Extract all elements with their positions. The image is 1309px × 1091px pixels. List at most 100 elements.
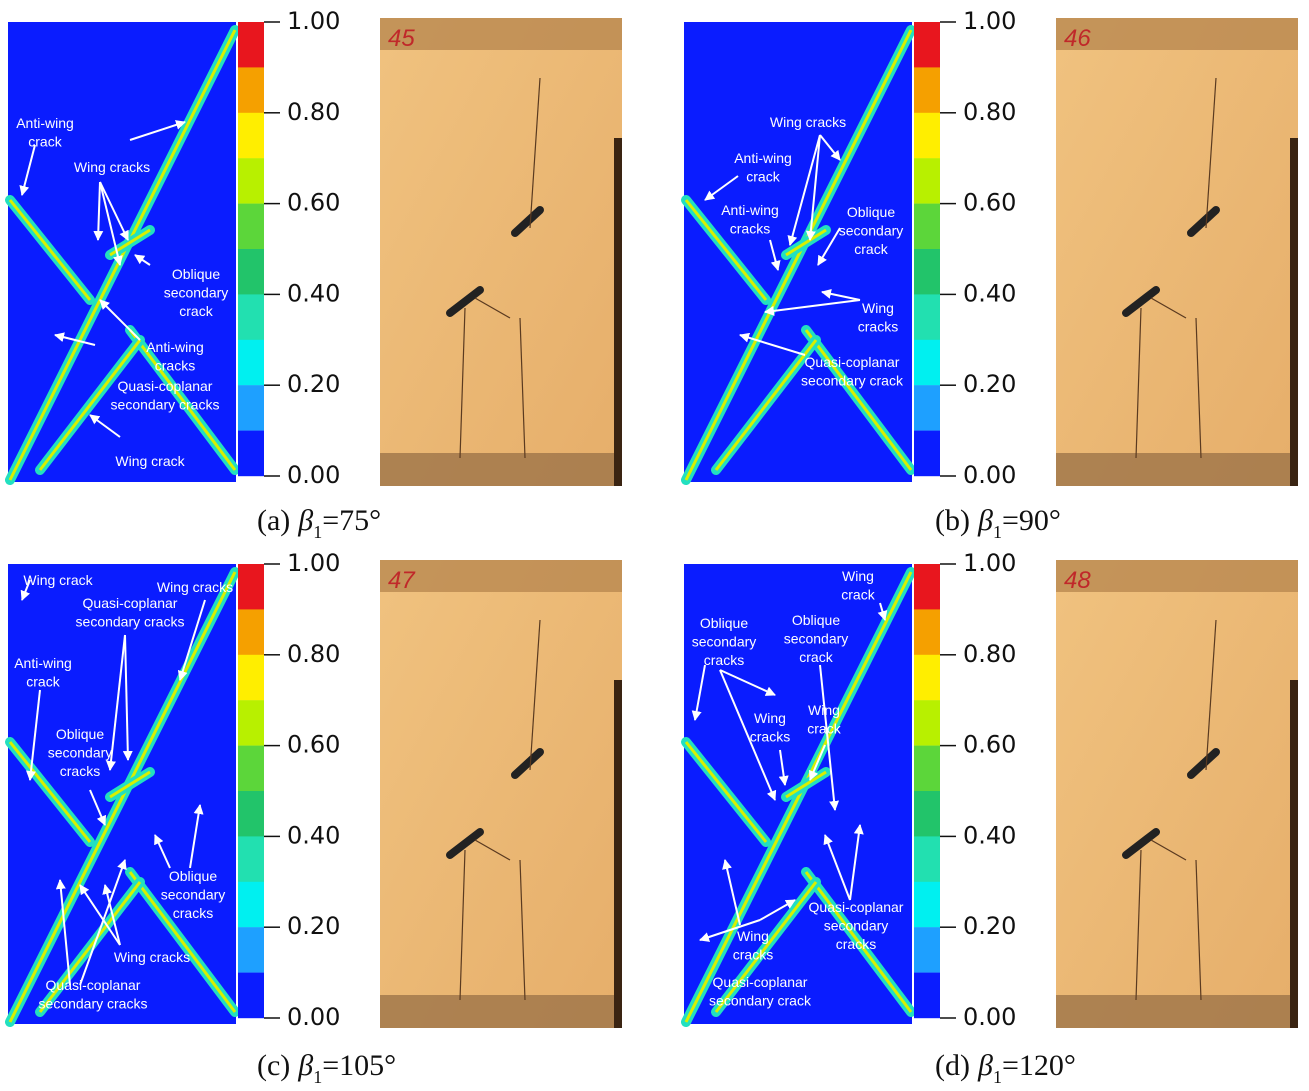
annotation-line: secondary crack <box>709 993 812 1009</box>
colorbar-tick-label: 1.00 <box>963 549 1016 577</box>
colorbar-tick-label: 0.00 <box>963 461 1016 489</box>
colorbar-band <box>914 385 940 431</box>
annotation: Wing cracks <box>114 949 190 965</box>
annotation-line: crack <box>854 241 888 257</box>
annotation-line: Wing cracks <box>157 579 233 595</box>
annotation-line: Oblique <box>169 868 217 884</box>
colorbar-tick-label: 1.00 <box>287 7 340 35</box>
colorbar-band <box>914 791 940 837</box>
annotation-line: Wing cracks <box>770 114 846 130</box>
colorbar-tick-label: 0.00 <box>963 1003 1016 1031</box>
colorbar-tick-label: 0.40 <box>287 279 340 307</box>
colorbar-band <box>238 564 264 610</box>
colorbar-tick-label: 0.80 <box>963 98 1016 126</box>
annotation-line: cracks <box>155 358 195 374</box>
colorbar-band <box>238 67 264 113</box>
colorbar-band <box>238 22 264 68</box>
annotation-line: Wing <box>808 702 840 718</box>
colorbar-band <box>914 340 940 386</box>
colorbar-band <box>238 113 264 159</box>
caption-symbol: β <box>977 504 993 537</box>
colorbar-band <box>914 564 940 610</box>
caption-symbol: β <box>297 504 313 537</box>
annotation-line: Wing <box>842 568 874 584</box>
colorbar-band <box>238 746 264 792</box>
annotation-line: Quasi-coplanar <box>118 378 213 394</box>
annotation-line: Quasi-coplanar <box>46 977 141 993</box>
annotation-line: Anti-wing <box>16 115 74 131</box>
panel: 1.000.800.600.400.200.0047Wing crackWing… <box>8 549 622 1087</box>
colorbar-band <box>914 882 940 928</box>
colorbar-band <box>914 431 940 477</box>
colorbar-band <box>238 158 264 204</box>
annotation-line: secondary <box>824 918 889 934</box>
annotation-line: secondary <box>839 223 904 239</box>
annotation-line: cracks <box>733 947 773 963</box>
specimen-photo <box>1056 560 1298 1028</box>
colorbar-band <box>914 973 940 1019</box>
annotation-line: secondary <box>161 887 226 903</box>
annotation: Wing cracks <box>74 159 150 175</box>
colorbar-band <box>238 340 264 386</box>
colorbar-band <box>914 700 940 746</box>
colorbar-tick-label: 0.80 <box>287 98 340 126</box>
colorbar-tick-label: 0.00 <box>287 1003 340 1031</box>
colorbar-tick-label: 0.80 <box>963 640 1016 668</box>
colorbar-band <box>914 158 940 204</box>
annotation-line: crack <box>179 303 213 319</box>
annotation-line: Anti-wing <box>721 202 779 218</box>
caption-subscript: 1 <box>313 522 322 542</box>
caption-label: (a) <box>257 504 290 537</box>
colorbar-band <box>914 67 940 113</box>
colorbar-band <box>238 431 264 477</box>
annotation-line: Wing crack <box>115 453 185 469</box>
specimen-number: 48 <box>1064 567 1091 594</box>
annotation-line: Oblique <box>56 726 104 742</box>
colorbar-tick-label: 0.20 <box>963 370 1016 398</box>
annotation-line: Wing crack <box>23 572 93 588</box>
annotation-line: cracks <box>730 221 770 237</box>
colorbar-tick-label: 1.00 <box>963 7 1016 35</box>
colorbar-band <box>914 204 940 250</box>
figure: 1.000.800.600.400.200.0045Anti-wingcrack… <box>0 0 1309 1091</box>
colorbar-band <box>914 22 940 68</box>
colorbar-band <box>238 791 264 837</box>
colorbar-tick-label: 0.20 <box>287 912 340 940</box>
colorbar-tick-label: 0.60 <box>287 189 340 217</box>
photo-band <box>1056 995 1298 1028</box>
annotation-line: cracks <box>173 905 213 921</box>
annotation-line: cracks <box>60 763 100 779</box>
annotation-line: Wing <box>737 928 769 944</box>
specimen-photo <box>380 18 622 486</box>
annotation-line: Oblique <box>847 204 895 220</box>
annotation-line: Oblique <box>172 266 220 282</box>
annotation-line: crack <box>746 169 780 185</box>
annotation-line: Quasi-coplanar <box>83 595 178 611</box>
colorbar-tick-label: 0.40 <box>963 821 1016 849</box>
caption-angle: =120° <box>1002 1049 1076 1082</box>
colorbar-band <box>914 927 940 973</box>
annotation-line: cracks <box>858 319 898 335</box>
annotation: Wing crack <box>23 572 93 588</box>
colorbar-band <box>238 836 264 882</box>
panel-caption: (d)β1=120° <box>935 1049 1076 1087</box>
colorbar-band <box>914 113 940 159</box>
caption-label: (b) <box>935 504 970 537</box>
colorbar-band <box>238 204 264 250</box>
colorbar-tick-label: 0.40 <box>963 279 1016 307</box>
colorbar-band <box>238 973 264 1019</box>
annotation-line: Wing cracks <box>74 159 150 175</box>
annotation-line: Wing <box>754 710 786 726</box>
colorbar-tick-label: 0.60 <box>287 731 340 759</box>
photo-band <box>1056 560 1298 592</box>
colorbar-band <box>914 655 940 701</box>
colorbar-tick-label: 0.80 <box>287 640 340 668</box>
caption-subscript: 1 <box>993 522 1002 542</box>
annotation-line: Wing <box>862 300 894 316</box>
photo-band <box>1056 453 1298 486</box>
annotation-line: cracks <box>836 936 876 952</box>
colorbar-band <box>238 927 264 973</box>
specimen-photo <box>1056 18 1298 486</box>
